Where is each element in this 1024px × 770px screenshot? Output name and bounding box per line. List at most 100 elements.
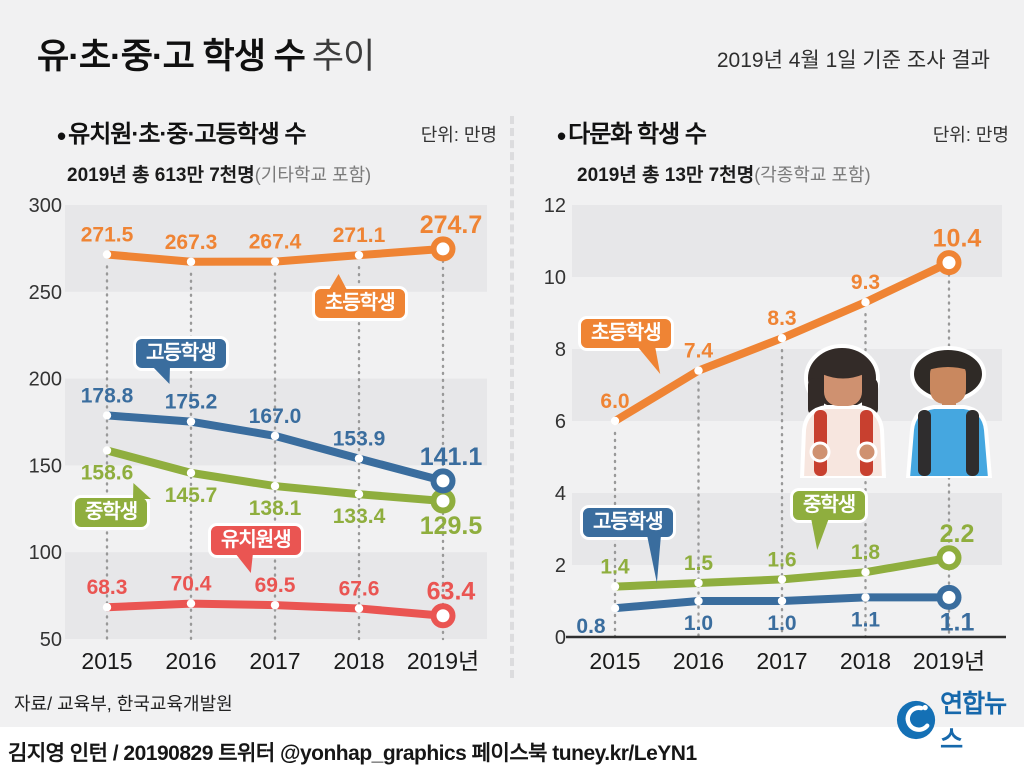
svg-text:4: 4 [555,483,566,505]
left-total-label: 2019년 총 613만 7천명 [67,165,255,186]
svg-text:63.4: 63.4 [427,578,476,606]
svg-text:6.0: 6.0 [600,390,629,413]
series-bubble-middle-right: 중학생 [790,488,869,550]
y-axis-labels: 300 250 200 150 100 50 [29,195,62,651]
svg-text:1.1: 1.1 [851,608,881,631]
svg-text:69.5: 69.5 [255,574,296,597]
series-bubble-high-right: 고등학생 [580,505,676,583]
svg-text:2.2: 2.2 [940,520,975,548]
svg-text:2016: 2016 [673,648,724,674]
svg-text:133.4: 133.4 [333,505,386,528]
left-section-title: 유치원·초·중·고등학생 수 [68,121,306,148]
series-bubble-label: 초등학생 [591,322,662,344]
series-line-0 [102,236,456,266]
svg-text:1.8: 1.8 [851,541,881,564]
series-endpoint-ring [430,468,456,494]
yonhap-logo: 연합뉴스 [896,684,1024,756]
left-bullet: • [57,121,67,151]
series-line-1 [610,545,962,591]
yonhap-logo-text: 연합뉴스 [940,690,1007,754]
boy-fringe [928,358,968,370]
series-bubble-kindergarten-left: 유치원생 [208,523,304,573]
svg-text:153.9: 153.9 [333,428,386,451]
series-bubble-high-left: 고등학생 [133,336,229,384]
svg-text:67.6: 67.6 [339,577,380,600]
series-bubble-label: 고등학생 [146,342,217,364]
svg-text:141.1: 141.1 [420,443,483,471]
svg-text:2018: 2018 [333,648,384,674]
chart-multicultural-students: 12 10 8 6 4 2 0 2015 2016 2017 2018 2019년 6.0 7.4 8.3 9… [544,195,1006,674]
value-labels: 271.5 267.3 267.4 271.1 274.7 158.6 145.7 138.1… [81,211,483,606]
right-bullet: • [557,121,567,151]
right-total: 2019년 총 13만 7천명(각종학교 포함) [577,160,871,187]
svg-text:150: 150 [29,455,62,477]
series-endpoint-ring [430,236,456,262]
series-line-2 [102,411,456,494]
svg-text:1.1: 1.1 [940,608,975,636]
series-bubble-label: 초등학생 [325,292,396,314]
right-section-title: 다문화 학생 수 [568,121,707,148]
svg-text:1.0: 1.0 [684,612,713,635]
series-line-2 [610,584,962,613]
left-total: 2019년 총 613만 7천명(기타학교 포함) [67,160,371,187]
left-section-header: • 유치원·초·중·고등학생 수 단위: 만명 [57,114,497,149]
chart-total-students: 300 250 200 150 100 50 2015 2016 2017 2018 2019년 27… [29,195,487,674]
series-endpoint-ring [936,545,962,571]
svg-text:2: 2 [555,555,566,577]
children-illustration [799,344,993,478]
svg-text:167.0: 167.0 [249,405,302,428]
svg-text:1.6: 1.6 [767,548,796,571]
svg-text:1.4: 1.4 [600,556,630,579]
series-line-3 [102,599,456,629]
boy-illustration [905,346,993,478]
boy-backpack-strap [918,410,931,476]
left-unit-label: 단위: 만명 [420,125,497,145]
series-endpoint-ring [936,584,962,610]
left-total-note: (기타학교 포함) [254,165,372,185]
right-total-label: 2019년 총 13만 7천명 [577,165,755,186]
svg-text:70.4: 70.4 [171,573,212,596]
svg-text:1.0: 1.0 [767,612,796,635]
svg-text:300: 300 [29,195,62,217]
girl-fringe [822,359,864,379]
svg-text:8.3: 8.3 [767,307,796,330]
svg-text:68.3: 68.3 [87,576,128,599]
page-title: 유·초·중·고 학생 수 추이 [37,28,375,79]
series-endpoint-ring [430,488,456,514]
svg-text:2017: 2017 [756,648,807,674]
series-endpoint-ring [430,603,456,629]
svg-text:50: 50 [40,629,62,651]
svg-text:129.5: 129.5 [420,512,483,540]
page-title-main: 유·초·중·고 학생 수 [37,37,306,76]
svg-text:267.3: 267.3 [165,231,218,254]
series-bubble-label: 중학생 [85,501,138,523]
series-bubble-elementary-right: 초등학생 [578,316,674,374]
credit-strip: 김지영 인턴 / 20190829 트위터 @yonhap_graphics 페… [0,727,1024,770]
series-bubble-label: 고등학생 [593,511,664,533]
right-total-note: (각종학교 포함) [754,165,871,185]
svg-text:2017: 2017 [249,648,300,674]
svg-text:6: 6 [555,411,566,433]
girl-illustration [799,344,887,478]
svg-text:9.3: 9.3 [851,271,880,294]
series-bubble-middle-left: 중학생 [72,483,151,530]
svg-text:12: 12 [544,195,566,217]
yonhap-logo-icon [896,700,936,740]
svg-text:267.4: 267.4 [249,231,302,254]
svg-text:175.2: 175.2 [165,391,218,414]
svg-text:100: 100 [29,542,62,564]
svg-text:158.6: 158.6 [81,461,134,484]
svg-text:145.7: 145.7 [165,484,218,507]
svg-text:271.1: 271.1 [333,224,386,247]
x-axis-labels: 2015 2016 2017 2018 2019년 [81,648,479,674]
survey-date-note: 2019년 4월 1일 기준 조사 결과 [716,49,990,72]
svg-text:200: 200 [29,369,62,391]
svg-text:0.8: 0.8 [576,615,606,638]
svg-text:8: 8 [555,339,566,361]
y-axis-labels: 12 10 8 6 4 2 0 [544,195,566,649]
girl-hand [809,441,831,463]
svg-text:2019년: 2019년 [407,648,479,674]
svg-text:2019년: 2019년 [913,648,985,674]
series-bubble-label: 중학생 [803,494,856,516]
